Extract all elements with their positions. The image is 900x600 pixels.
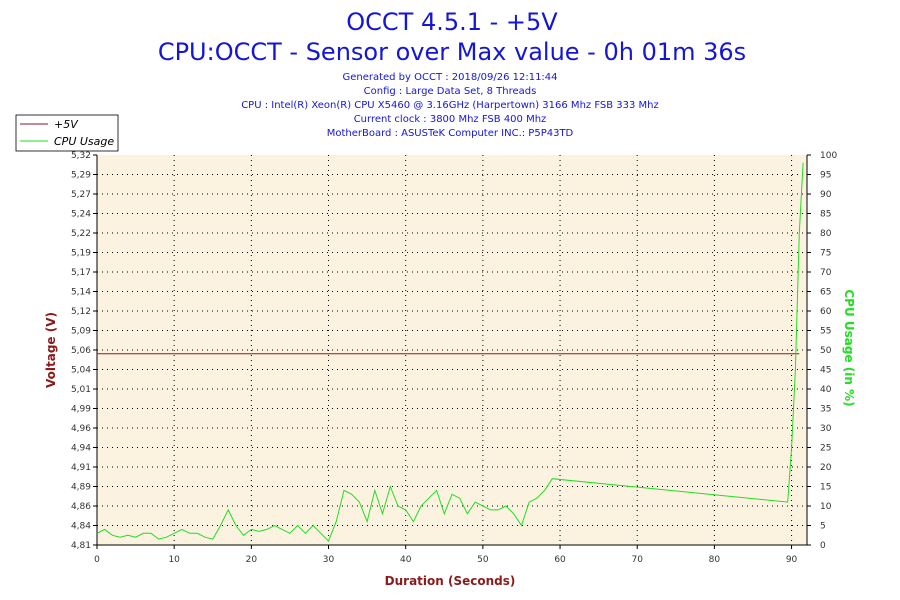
x-tick-label: 80 [709, 555, 721, 565]
chart-title: OCCT 4.5.1 - +5V [346, 8, 558, 36]
legend-label-voltage: +5V [54, 118, 79, 131]
y-left-tick-label: 5,09 [71, 327, 91, 337]
series [96, 162, 804, 542]
info-line-cpu: CPU : Intel(R) Xeon(R) CPU X5460 @ 3.16G… [241, 100, 659, 111]
y-left-tick-label: 5,32 [71, 151, 91, 161]
info-line-config: Config : Large Data Set, 8 Threads [364, 86, 537, 97]
y-axis-label-cpu: CPU Usage (in %) [842, 289, 856, 406]
y-left-tick-label: 5,17 [71, 268, 91, 278]
y-right-tick-label: 60 [820, 307, 832, 317]
y-right-tick-label: 95 [820, 171, 831, 181]
y-right-tick-label: 40 [820, 385, 832, 395]
info-line-clock: Current clock : 3800 Mhz FSB 400 Mhz [354, 114, 547, 125]
y-left-tick-label: 5,12 [71, 307, 91, 317]
y-left-tick-label: 5,06 [71, 346, 91, 356]
x-tick-label: 40 [400, 555, 412, 565]
y-axis-label-voltage: Voltage (V) [44, 312, 58, 388]
y-right-tick-label: 15 [820, 483, 831, 493]
x-tick-label: 50 [477, 555, 489, 565]
legend-label-cpu: CPU Usage [54, 135, 114, 148]
info-line-generated: Generated by OCCT : 2018/09/26 12:11:44 [342, 72, 557, 83]
y-right-tick-label: 85 [820, 210, 831, 220]
y-right-tick-label: 55 [820, 327, 831, 337]
x-tick-label: 10 [168, 555, 180, 565]
y-right-tick-label: 90 [820, 190, 832, 200]
y-right-tick-label: 65 [820, 288, 831, 298]
y-right-tick-label: 30 [820, 424, 832, 434]
y-right-tick-label: 50 [820, 346, 832, 356]
y-right-tick-label: 25 [820, 444, 831, 454]
y-left-tick-label: 5,22 [71, 229, 91, 239]
y-right-tick-label: 75 [820, 249, 831, 259]
y-left-tick-label: 4,86 [71, 502, 91, 512]
y-right-tick-label: 70 [820, 268, 832, 278]
y-right-tick-label: 45 [820, 366, 831, 376]
y-right-tick-label: 0 [820, 541, 826, 551]
x-axis-label: Duration (Seconds) [385, 574, 516, 588]
y-right-tick-label: 35 [820, 405, 831, 415]
left-ticks: 5,32 5,29 5,27 5,24 5,22 5,19 5,17 5,14 5,12 5,09… [71, 151, 97, 551]
y-left-tick-label: 5,27 [71, 190, 91, 200]
x-ticks: 0 10 20 30 40 50 60 70 80 90 [94, 545, 798, 565]
y-left-tick-label: 4,96 [71, 424, 91, 434]
x-tick-label: 0 [94, 555, 100, 565]
y-left-tick-label: 4,99 [71, 405, 91, 415]
y-right-tick-label: 20 [820, 463, 832, 473]
y-right-tick-label: 80 [820, 229, 832, 239]
x-tick-label: 70 [631, 555, 643, 565]
info-line-motherboard: MotherBoard : ASUSTeK Computer INC.: P5P… [327, 128, 574, 139]
legend-box [15, 114, 119, 152]
x-tick-label: 30 [323, 555, 335, 565]
grid [97, 155, 807, 545]
chart-subtitle: CPU:OCCT - Sensor over Max value - 0h 01… [158, 38, 746, 66]
y-left-tick-label: 5,01 [71, 385, 91, 395]
y-right-tick-label: 10 [820, 502, 832, 512]
x-tick-label: 90 [786, 555, 798, 565]
y-left-tick-label: 4,81 [71, 541, 91, 551]
x-tick-label: 20 [246, 555, 258, 565]
y-left-tick-label: 5,24 [71, 210, 91, 220]
y-left-tick-label: 5,29 [71, 171, 91, 181]
y-left-tick-label: 5,19 [71, 249, 91, 259]
series-line-cpu-usage [96, 162, 804, 542]
y-right-tick-label: 100 [820, 151, 837, 161]
y-left-tick-label: 4,91 [71, 463, 91, 473]
y-left-tick-label: 4,84 [71, 522, 91, 532]
x-tick-label: 60 [554, 555, 566, 565]
legend: +5V CPU Usage [15, 114, 119, 152]
y-left-tick-label: 4,89 [71, 483, 91, 493]
right-ticks: 1009590858075706560555045403530252015105… [807, 151, 837, 551]
y-left-tick-label: 5,14 [71, 288, 91, 298]
y-left-tick-label: 4,94 [71, 444, 91, 454]
y-left-tick-label: 5,04 [71, 366, 91, 376]
y-right-tick-label: 5 [820, 522, 826, 532]
